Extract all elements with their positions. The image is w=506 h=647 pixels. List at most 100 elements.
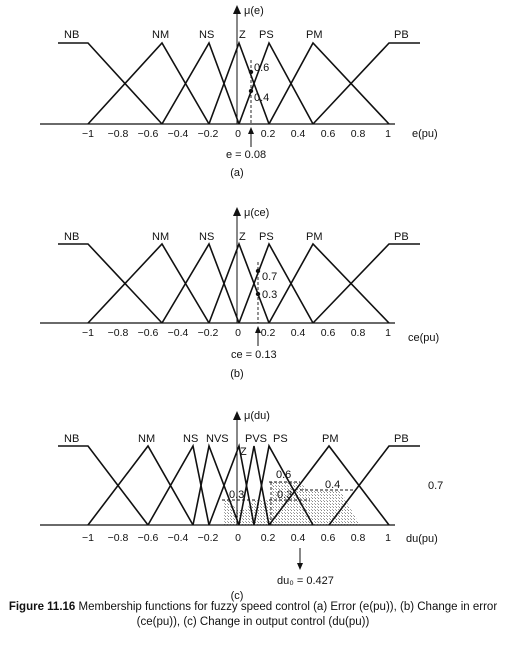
panel-b-tick-label: 0.2	[261, 327, 276, 339]
panel-a-tick-labels: −1 −0.8 −0.6 −0.4 −0.2 0 0.2 0.4 0.6 0.8…	[82, 128, 391, 140]
panel-b-set-label: Z	[239, 231, 246, 243]
panel-b-mf-nb	[58, 244, 162, 323]
panel-c-tick-label: −0.8	[108, 532, 129, 544]
panel-c-clip-label: 0.3	[277, 489, 292, 501]
panel-c-mf-ns	[148, 446, 209, 525]
panel-c-clip-label: 0.4	[325, 479, 340, 491]
panel-c-mf-nb	[58, 446, 148, 525]
panel-a-x-label: e(pu)	[412, 128, 438, 140]
panel-c-set-label: PS	[273, 433, 288, 445]
panel-c-tick-label: 1	[385, 532, 391, 544]
panel-b-sublabel: (b)	[230, 368, 243, 380]
panel-a-tick-label: −0.6	[138, 128, 159, 140]
panel-a-curves	[58, 43, 420, 124]
panel-c-tick-label: 0.8	[351, 532, 366, 544]
panel-a-dot-lower	[249, 89, 253, 93]
panel-c-set-label: Z	[240, 446, 247, 458]
panel-a-set-label: NS	[199, 29, 214, 41]
panel-a-set-labels: NB NM NS Z PS PM PB	[64, 29, 409, 41]
panel-b: μ(ce) 0.7 0.3 NB NM NS Z PS PM PB −1 −0.…	[40, 207, 439, 380]
panel-a-tick-label: 0.4	[291, 128, 306, 140]
panel-c-tick-label: 0.4	[291, 532, 306, 544]
panel-a: μ(e) 0.6 0.4 NB NM NS Z PS PM PB −1 −0.8…	[40, 5, 438, 179]
panel-c-set-label: NS	[183, 433, 198, 445]
panel-a-set-label: NB	[64, 29, 79, 41]
panel-a-y-arrow	[233, 5, 241, 14]
panel-a-tick-label: −0.2	[198, 128, 219, 140]
panel-a-mf-nm	[88, 43, 209, 124]
panel-a-set-label: PM	[306, 29, 323, 41]
panel-a-set-label: PS	[259, 29, 274, 41]
panel-c-set-label: PM	[322, 433, 339, 445]
panel-a-tick-label: −0.8	[108, 128, 129, 140]
panel-c-y-label: μ(du)	[244, 410, 270, 422]
panel-a-y-label: μ(e)	[244, 5, 264, 17]
panel-b-set-label: PM	[306, 231, 323, 243]
panel-b-tick-label: 0.8	[351, 327, 366, 339]
panel-c-clip-label: 0.7	[428, 480, 443, 492]
panel-a-tick-label: 0	[235, 128, 241, 140]
panel-c-tick-label: 0.2	[261, 532, 276, 544]
caption-lead: Figure 11.16	[9, 601, 75, 613]
panel-c-tick-label: −0.4	[168, 532, 189, 544]
panel-b-mf-pb	[313, 244, 420, 323]
panel-a-mf-nb	[58, 43, 162, 124]
panel-b-tick-label: −0.2	[198, 327, 219, 339]
panel-b-mf-ns	[162, 244, 239, 323]
panel-b-y-arrow	[233, 207, 241, 216]
panel-b-x-label: ce(pu)	[408, 332, 439, 344]
panel-c-output-label: du₀ = 0.427	[277, 575, 334, 587]
panel-b-set-label: PB	[394, 231, 409, 243]
panel-a-tick-label: −0.4	[168, 128, 189, 140]
panel-b-curves	[58, 244, 420, 323]
panel-c-tick-label: −1	[82, 532, 94, 544]
panel-a-tick-label: −1	[82, 128, 94, 140]
figure-caption: Figure 11.16 Membership functions for fu…	[0, 600, 506, 630]
panel-a-tick-label: 1	[385, 128, 391, 140]
panel-a-mf-pb	[313, 43, 420, 124]
panel-b-input-label: ce = 0.13	[231, 349, 277, 361]
panel-c-output-arrowhead	[297, 563, 303, 570]
panel-b-y-label: μ(ce)	[244, 207, 269, 219]
panel-c-tick-labels: −1 −0.8 −0.6 −0.4 −0.2 0 0.2 0.4 0.6 0.8…	[82, 532, 391, 544]
panel-b-membership-upper: 0.7	[262, 271, 277, 283]
panel-b-tick-label: −0.4	[168, 327, 189, 339]
panel-a-membership-upper: 0.6	[254, 62, 269, 74]
panel-b-tick-label: 0.6	[321, 327, 336, 339]
panel-c-set-label: NVS	[206, 433, 229, 445]
panel-b-tick-label: −1	[82, 327, 94, 339]
panel-b-tick-label: 0	[235, 327, 241, 339]
panel-c-set-label: NB	[64, 433, 79, 445]
panel-c-tick-label: 0.6	[321, 532, 336, 544]
panel-a-tick-label: 0.8	[351, 128, 366, 140]
panel-b-tick-label: −0.8	[108, 327, 129, 339]
panel-b-set-labels: NB NM NS Z PS PM PB	[64, 231, 409, 243]
panel-a-set-label: PB	[394, 29, 409, 41]
panel-b-mf-z	[209, 244, 269, 323]
panel-c-mf-nm	[88, 446, 193, 525]
panel-c-y-arrow	[233, 411, 241, 420]
panel-a-sublabel: (a)	[230, 167, 243, 179]
panel-c-clip-label: 0.6	[276, 469, 291, 481]
panel-a-mf-z	[209, 43, 269, 124]
panel-b-set-label: NB	[64, 231, 79, 243]
panel-b-tick-label: 1	[385, 327, 391, 339]
panel-b-set-label: NM	[152, 231, 169, 243]
panel-c-set-label: PB	[394, 433, 409, 445]
panel-a-set-label: NM	[152, 29, 169, 41]
panel-b-tick-labels: −1 −0.8 −0.6 −0.4 −0.2 0 0.2 0.4 0.6 0.8…	[82, 327, 391, 339]
panel-b-dot-upper	[256, 269, 260, 273]
panel-a-dot-upper	[249, 70, 253, 74]
panel-b-mf-nm	[88, 244, 209, 323]
panel-b-tick-label: 0.4	[291, 327, 306, 339]
panel-b-dot-lower	[256, 292, 260, 296]
panel-b-mf-pm	[269, 244, 389, 323]
panel-b-tick-label: −0.6	[138, 327, 159, 339]
panel-a-input-label: e = 0.08	[226, 149, 266, 161]
panel-c-tick-label: 0	[235, 532, 241, 544]
panel-b-set-label: NS	[199, 231, 214, 243]
panel-a-set-label: Z	[239, 29, 246, 41]
panel-b-set-label: PS	[259, 231, 274, 243]
panel-b-membership-lower: 0.3	[262, 289, 277, 301]
